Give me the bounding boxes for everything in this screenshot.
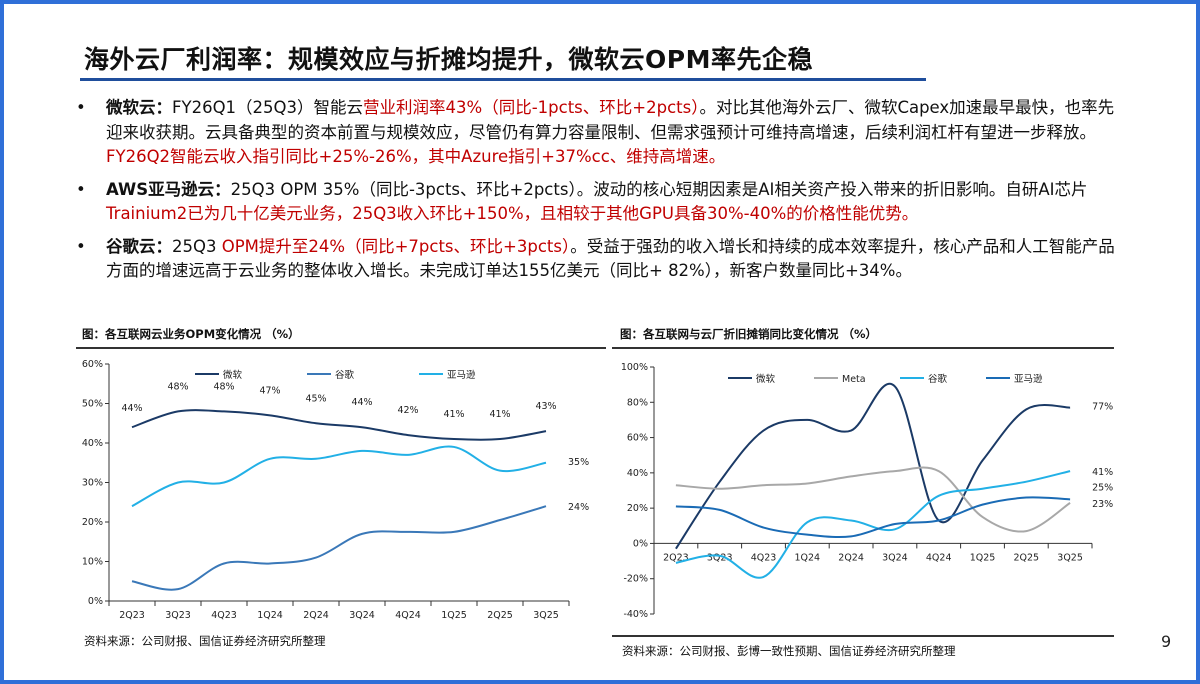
data-label: 42%: [397, 405, 418, 416]
bullet-list: • 微软云：FY26Q1（25Q3）智能云营业利润率43%（同比-1pcts、环…: [76, 96, 1126, 292]
data-label: 41%: [443, 409, 464, 420]
y-tick-label: 0%: [88, 596, 103, 607]
x-tick-label: 3Q23: [165, 610, 191, 621]
x-tick-label: 2Q25: [487, 610, 513, 621]
series-line-亚马逊: [131, 445, 547, 508]
bullet-highlight: FY26Q2智能云收入指引同比+25%-26%，其中Azure指引+37%cc、…: [106, 147, 726, 166]
data-label: 43%: [535, 401, 556, 412]
bullet-highlight: OPM提升至24%（同比+7pcts、环比+3pcts）: [221, 236, 571, 256]
bullet-highlight: Trainium2已为几十亿美元业务，25Q3收入环比+150%，且相较于其他G…: [106, 204, 919, 223]
bullet-aws: • AWS亚马逊云：25Q3 OPM 35%（同比-3pcts、环比+2pcts…: [76, 178, 1126, 227]
x-tick-label: 2Q23: [119, 610, 145, 621]
series-line-微软: [131, 409, 547, 441]
bullet-text: 25Q3 OPM 35%（同比-3pcts、环比+2pcts）。波动的核心短期因…: [230, 179, 1088, 199]
bullet-text: 。对比其他海外云厂、微软Capex加速最早最快，也率先迎来收获期。云具备典型的资…: [106, 98, 1115, 142]
bullet-text: 。受益于强劲的收入增长和持续的成本效率提升，核心产品和人工智能产品方面的增速远高…: [106, 236, 1115, 281]
x-tick-label: 3Q24: [349, 610, 375, 621]
y-tick-label: 60%: [82, 359, 103, 370]
data-label: 48%: [213, 381, 234, 392]
x-tick-label: 1Q25: [441, 610, 467, 621]
chart2-source: 资料来源：公司财报、彭博一致性预期、国信证券经济研究所整理: [622, 644, 956, 658]
y-tick-label: 10%: [82, 557, 103, 568]
chart2-bottom-rule: [612, 635, 1114, 637]
chart1-source: 资料来源：公司财报、国信证券经济研究所整理: [84, 634, 326, 648]
bullet-heading: 微软云：: [106, 98, 172, 117]
legend-label: 谷歌: [335, 369, 355, 381]
legend-label: 亚马逊: [447, 370, 476, 381]
data-label: 48%: [167, 381, 188, 392]
bullet-dot: •: [76, 98, 86, 117]
y-tick-label: 30%: [82, 478, 103, 489]
data-label: 44%: [351, 397, 372, 408]
bullet-text: 25Q3: [172, 236, 222, 256]
y-tick-label: 20%: [82, 517, 103, 528]
x-tick-label: 4Q23: [211, 610, 237, 621]
slide-title: 海外云厂利润率：规模效应与折摊均提升，微软云OPM率先企稳: [84, 45, 813, 74]
x-tick-label: 2Q24: [303, 610, 329, 621]
chart1-title: 图：各互联网云业务OPM变化情况 （%）: [82, 327, 300, 341]
x-tick-label: 3Q25: [533, 610, 559, 621]
data-label: 41%: [489, 409, 510, 420]
x-tick-label: 1Q24: [257, 610, 283, 621]
bullet-highlight: 营业利润率43%（同比-1pcts、环比+2pcts）: [363, 98, 700, 117]
page-number: 9: [1161, 632, 1172, 651]
bullet-microsoft: • 微软云：FY26Q1（25Q3）智能云营业利润率43%（同比-1pcts、环…: [76, 96, 1126, 170]
chart2-top-rule: [612, 347, 1114, 349]
bullet-heading: AWS亚马逊云：: [106, 179, 231, 199]
end-label: 35%: [568, 457, 589, 468]
bullet-heading: 谷歌云：: [106, 236, 172, 256]
series-line-谷歌: [131, 505, 547, 591]
chart2-title: 图：各互联网与云厂折旧摊销同比变化情况 （%）: [620, 327, 878, 341]
bullet-dot: •: [76, 236, 86, 256]
y-tick-label: 50%: [82, 399, 103, 410]
title-underline: [80, 78, 926, 81]
end-label: 24%: [568, 502, 589, 513]
bullet-text: FY26Q1（25Q3）智能云: [172, 98, 364, 117]
bullet-dot: •: [76, 179, 86, 199]
chart1-top-rule: [76, 347, 606, 349]
legend-label: 微软: [223, 369, 243, 381]
x-tick-label: 4Q24: [395, 610, 421, 621]
bullet-google: • 谷歌云：25Q3 OPM提升至24%（同比+7pcts、环比+3pcts）。…: [76, 235, 1126, 284]
data-label: 44%: [121, 403, 142, 414]
y-tick-label: 40%: [82, 438, 103, 449]
data-label: 47%: [259, 385, 280, 396]
data-label: 45%: [305, 393, 326, 404]
